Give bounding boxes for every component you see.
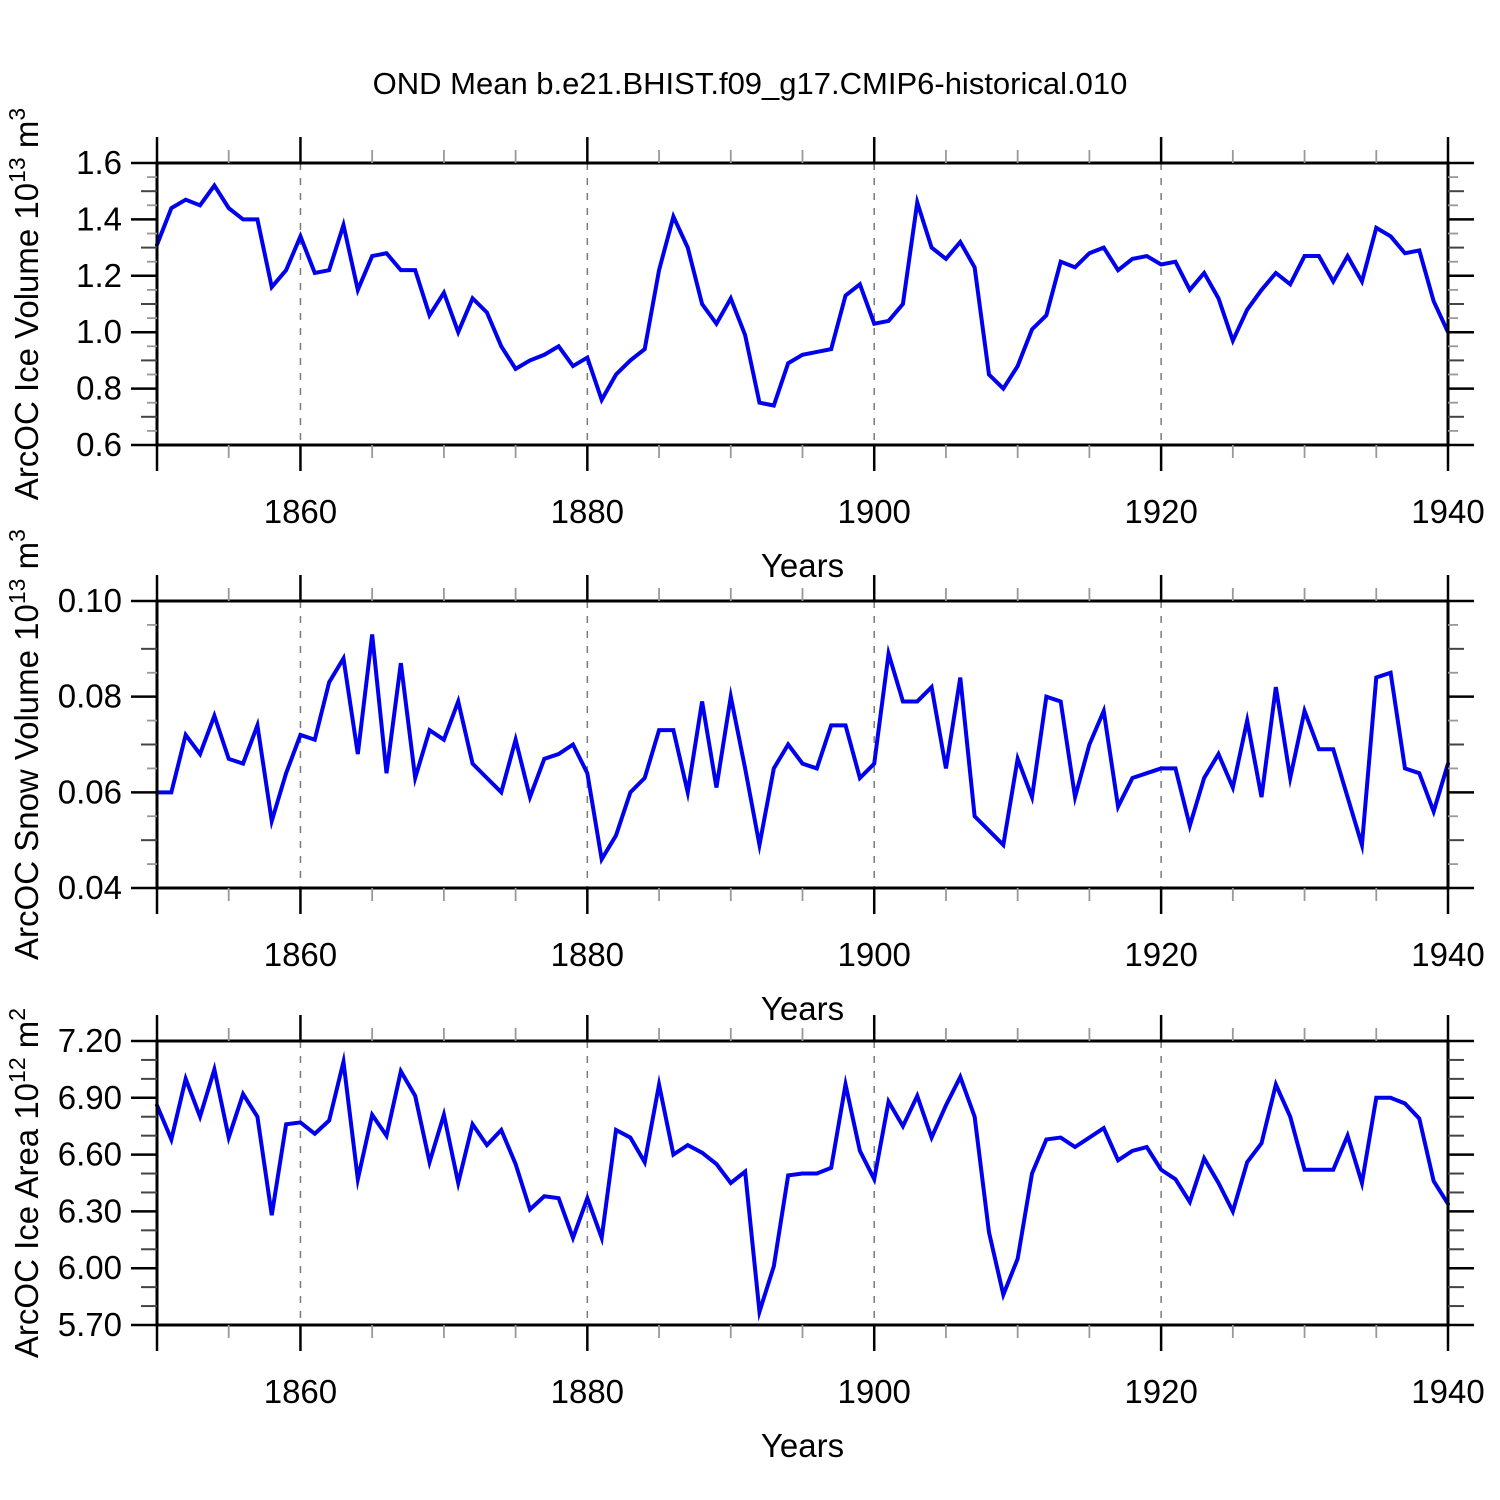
x-tick-label: 1860 xyxy=(264,493,337,530)
x-tick-label: 1860 xyxy=(264,936,337,973)
y-tick-label: 6.90 xyxy=(58,1079,122,1116)
axes-frame xyxy=(155,599,1450,890)
axes-frame xyxy=(155,161,1450,447)
ice-area-line xyxy=(155,1050,1450,1322)
panel-ice-volume: 1860 1880 1900 1920 1940 Years 1.6 1.4 1.2 1.0 0.8… xyxy=(4,108,1485,584)
x-tick-label: 1940 xyxy=(1411,936,1484,973)
y-tick-label: 1.6 xyxy=(76,144,122,181)
y-axis-label-snow-volume: ArcOC Snow Volume 1013 m3 xyxy=(4,529,45,960)
snow-volume-line xyxy=(155,634,1450,865)
x-tick-label: 1940 xyxy=(1411,493,1484,530)
x-tick-label: 1920 xyxy=(1124,1373,1197,1410)
y-tick-label: 6.00 xyxy=(58,1249,122,1286)
x-tick-label: 1860 xyxy=(264,1373,337,1410)
x-tick-label: 1920 xyxy=(1124,936,1197,973)
chart-title: OND Mean b.e21.BHIST.f09_g17.CMIP6-histo… xyxy=(372,66,1128,101)
y-tick-label: 0.04 xyxy=(58,869,122,906)
panel-ice-area: 1860 1880 1900 1920 1940 Years 7.20 6.90 6.60 6.3… xyxy=(4,1008,1485,1464)
x-tick-label: 1900 xyxy=(838,936,911,973)
y-tick-label: 0.10 xyxy=(58,582,122,619)
x-tick-label: 1920 xyxy=(1124,493,1197,530)
ice-volume-line xyxy=(155,182,1450,408)
y-tick-label: 1.0 xyxy=(76,313,122,350)
x-tick-label: 1900 xyxy=(838,1373,911,1410)
x-axis-label: Years xyxy=(761,1427,844,1464)
x-axis-label: Years xyxy=(761,547,844,584)
x-tick-label: 1900 xyxy=(838,493,911,530)
y-tick-label: 0.8 xyxy=(76,370,122,407)
x-tick-label: 1880 xyxy=(551,493,624,530)
x-tick-label: 1880 xyxy=(551,936,624,973)
x-tick-label: 1940 xyxy=(1411,1373,1484,1410)
y-axis-label-ice-volume: ArcOC Ice Volume 1013 m3 xyxy=(4,108,45,500)
y-tick-label: 1.2 xyxy=(76,257,122,294)
y-tick-label: 0.06 xyxy=(58,773,122,810)
y-tick-label: 7.20 xyxy=(58,1022,122,1059)
x-tick-label: 1880 xyxy=(551,1373,624,1410)
y-tick-label: 0.08 xyxy=(58,678,122,715)
y-tick-label: 0.6 xyxy=(76,426,122,463)
y-tick-label: 6.30 xyxy=(58,1192,122,1229)
y-tick-label: 6.60 xyxy=(58,1136,122,1173)
y-tick-label: 1.4 xyxy=(76,200,122,237)
y-tick-label: 5.70 xyxy=(58,1306,122,1343)
y-axis-label-ice-area: ArcOC Ice Area 1012 m2 xyxy=(4,1008,45,1358)
panel-snow-volume: 1860 1880 1900 1920 1940 Years 0.10 0.08 0.06 0.0… xyxy=(4,529,1485,1027)
x-axis-label: Years xyxy=(761,990,844,1027)
axes-frame xyxy=(155,1039,1450,1327)
